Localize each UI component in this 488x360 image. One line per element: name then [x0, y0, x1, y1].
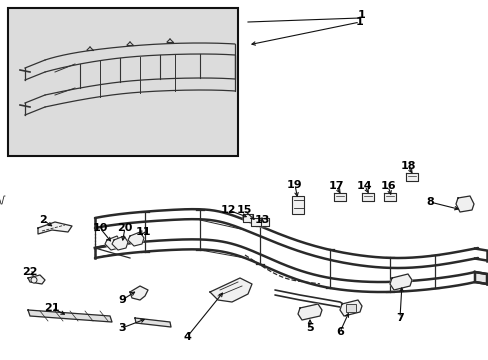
Polygon shape — [297, 304, 321, 320]
Bar — [346, 304, 355, 312]
Text: 22: 22 — [22, 267, 38, 277]
Polygon shape — [259, 218, 268, 226]
Text: 5: 5 — [305, 323, 313, 333]
Polygon shape — [383, 193, 395, 201]
Polygon shape — [28, 275, 45, 284]
Polygon shape — [130, 286, 148, 300]
Polygon shape — [361, 193, 373, 201]
Polygon shape — [128, 232, 143, 246]
Text: 4: 4 — [183, 332, 190, 342]
Polygon shape — [250, 218, 261, 226]
Polygon shape — [333, 193, 346, 201]
FancyBboxPatch shape — [8, 8, 238, 156]
Text: 6: 6 — [335, 327, 343, 337]
Text: 11: 11 — [135, 227, 150, 237]
Polygon shape — [105, 236, 121, 250]
Text: 3: 3 — [118, 323, 125, 333]
Text: 8: 8 — [425, 197, 433, 207]
Text: 14: 14 — [356, 181, 372, 191]
Text: 16: 16 — [379, 181, 395, 191]
Polygon shape — [389, 274, 411, 290]
Polygon shape — [339, 300, 361, 316]
Text: 21: 21 — [44, 303, 60, 313]
Text: 7: 7 — [395, 313, 403, 323]
Polygon shape — [243, 214, 252, 222]
Text: 13: 13 — [254, 215, 269, 225]
Polygon shape — [135, 318, 171, 327]
Polygon shape — [112, 236, 128, 250]
Text: 15: 15 — [236, 205, 251, 215]
Text: 17: 17 — [327, 181, 343, 191]
Circle shape — [31, 277, 37, 283]
Text: 9: 9 — [118, 295, 126, 305]
Text: 1: 1 — [355, 17, 363, 27]
Polygon shape — [455, 196, 473, 212]
Polygon shape — [28, 310, 112, 322]
Bar — [291, 196, 304, 214]
Text: 2: 2 — [39, 215, 47, 225]
Polygon shape — [474, 272, 486, 284]
Polygon shape — [38, 222, 72, 234]
Text: 1: 1 — [357, 10, 365, 20]
Polygon shape — [209, 278, 251, 302]
Text: 19: 19 — [286, 180, 302, 190]
Polygon shape — [405, 173, 417, 181]
Text: 10: 10 — [92, 223, 107, 233]
Text: 18: 18 — [400, 161, 415, 171]
Text: 12: 12 — [220, 205, 235, 215]
Text: 20: 20 — [117, 223, 132, 233]
